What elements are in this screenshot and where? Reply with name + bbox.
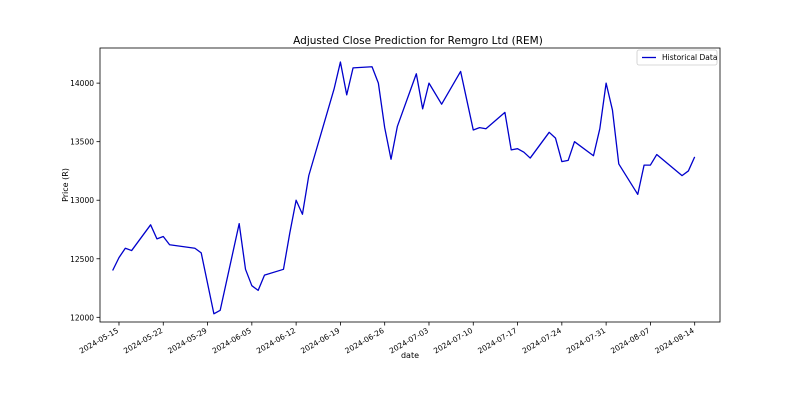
data-point [258, 290, 259, 291]
chart-title: Adjusted Close Prediction for Remgro Ltd… [293, 35, 543, 47]
x-tick-label: 2024-07-31 [565, 326, 607, 356]
data-point [428, 83, 429, 84]
y-tick-label: 13000 [70, 196, 94, 205]
y-tick-label: 13500 [70, 138, 94, 147]
data-point [220, 310, 221, 311]
data-point [289, 232, 290, 233]
data-point [643, 164, 644, 165]
data-point [397, 126, 398, 127]
data-point [346, 94, 347, 95]
data-point [517, 148, 518, 149]
data-point [422, 108, 423, 109]
y-tick-label: 12000 [70, 313, 94, 322]
data-point [650, 164, 651, 165]
data-point [118, 257, 119, 258]
data-point [555, 138, 556, 139]
data-point [485, 128, 486, 129]
data-point [296, 200, 297, 201]
y-axis: 12000 12500 13000 13500 14000 [70, 79, 100, 322]
data-point [239, 223, 240, 224]
legend-label-historical-data: Historical Data [662, 53, 717, 62]
legend: Historical Data [636, 49, 718, 66]
data-point [302, 214, 303, 215]
plot-area-frame [99, 47, 721, 323]
series-layer [112, 61, 696, 315]
x-tick-label: 2024-05-22 [122, 326, 164, 356]
data-point [264, 275, 265, 276]
data-point [150, 224, 151, 225]
x-tick-label: 2024-05-29 [166, 326, 208, 356]
data-point [574, 141, 575, 142]
x-tick-label: 2024-05-15 [78, 326, 120, 356]
x-tick-label: 2024-07-17 [476, 326, 518, 356]
data-point [378, 83, 379, 84]
x-tick-label: 2024-06-05 [211, 326, 253, 356]
x-tick-label: 2024-06-12 [255, 326, 297, 356]
data-point [340, 61, 341, 62]
data-point [561, 161, 562, 162]
y-axis-label: Price (R) [61, 168, 70, 202]
data-point [416, 73, 417, 74]
data-point [479, 127, 480, 128]
data-point [637, 194, 638, 195]
data-point [656, 154, 657, 155]
data-point [473, 129, 474, 130]
x-axis-label: date [401, 351, 419, 360]
data-point [612, 109, 613, 110]
data-point [308, 175, 309, 176]
data-point [568, 160, 569, 161]
data-point [390, 159, 391, 160]
data-point [523, 152, 524, 153]
data-point [530, 157, 531, 158]
data-point [606, 83, 607, 84]
data-point [245, 269, 246, 270]
data-point [384, 127, 385, 128]
data-point [156, 238, 157, 239]
data-point [688, 170, 689, 171]
x-axis: 2024-05-15 2024-05-22 2024-05-29 2024-06-05… [78, 322, 696, 356]
data-point [112, 270, 113, 271]
data-point [131, 250, 132, 251]
data-point [251, 285, 252, 286]
x-tick-label: 2024-06-26 [343, 326, 385, 356]
legend-box [636, 49, 718, 66]
x-tick-label: 2024-08-07 [609, 326, 651, 356]
data-point [593, 155, 594, 156]
data-point [618, 163, 619, 164]
x-tick-label: 2024-07-10 [432, 326, 474, 356]
data-point [549, 132, 550, 133]
data-point [125, 248, 126, 249]
y-tick-label: 14000 [70, 79, 94, 88]
data-point [201, 252, 202, 253]
data-point [352, 67, 353, 68]
data-point [194, 248, 195, 249]
series-line-0 [112, 61, 696, 315]
data-point [283, 269, 284, 270]
x-tick-label: 2024-07-24 [521, 326, 563, 356]
data-point [511, 149, 512, 150]
x-tick-label: 2024-06-19 [299, 326, 341, 356]
data-point [504, 112, 505, 113]
y-tick-label: 12500 [70, 255, 94, 264]
data-point [333, 88, 334, 89]
data-point [460, 71, 461, 72]
data-point [213, 313, 214, 314]
data-point [441, 104, 442, 105]
data-point [169, 244, 170, 245]
data-point [371, 66, 372, 67]
data-point [466, 100, 467, 101]
data-point [163, 236, 164, 237]
x-tick-label: 2024-08-14 [653, 326, 695, 356]
data-point [599, 128, 600, 129]
data-point [681, 175, 682, 176]
data-point [694, 156, 695, 157]
